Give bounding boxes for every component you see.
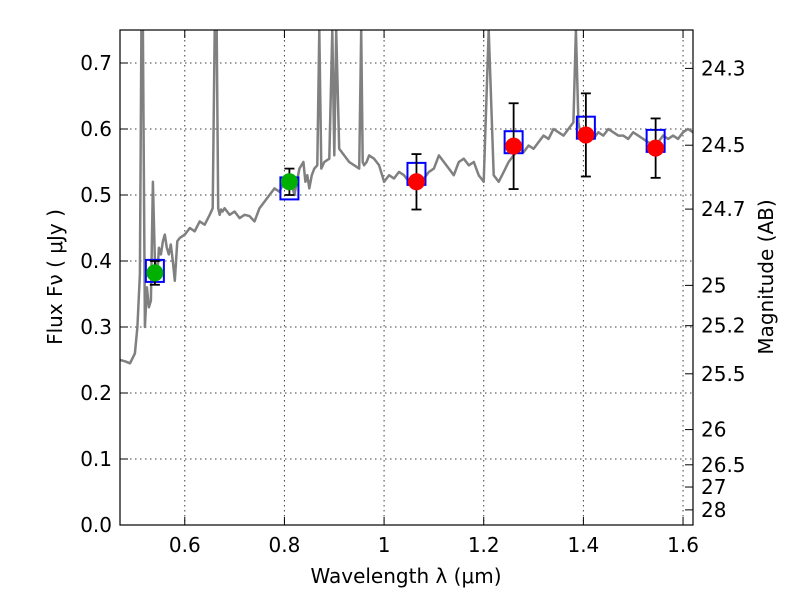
y-tick-label: 0.5 (80, 183, 112, 207)
x-tick-label: 1 (378, 533, 391, 557)
right-tick-label: 24.7 (701, 197, 746, 221)
right-tick-label: 26 (701, 418, 726, 442)
y-tick-label: 0.0 (80, 513, 112, 537)
data-point (280, 173, 298, 191)
data-point (407, 173, 425, 191)
x-tick-label: 0.8 (269, 533, 301, 557)
x-tick-label: 1.6 (667, 533, 699, 557)
y-tick-label: 0.4 (80, 249, 112, 273)
right-tick-label: 26.5 (701, 453, 746, 477)
x-tick-label: 1.4 (567, 533, 599, 557)
y-tick-label: 0.1 (80, 447, 112, 471)
grid-lines (120, 30, 693, 525)
y-tick-label: 0.2 (80, 381, 112, 405)
series-layer (120, 30, 693, 365)
x-tick-label: 1.2 (468, 533, 500, 557)
y-tick-label: 0.6 (80, 117, 112, 141)
right-axis-label: Magnitude (AB) (754, 199, 778, 354)
right-tick-label: 24.3 (701, 56, 746, 80)
data-point (146, 264, 164, 282)
data-point (647, 139, 665, 157)
y-tick-label: 0.7 (80, 51, 112, 75)
right-tick-label: 25.5 (701, 362, 746, 386)
right-tick-label: 25 (701, 273, 726, 297)
model-spectrum-line (120, 30, 693, 365)
data-point (577, 126, 595, 144)
y-tick-label: 0.3 (80, 315, 112, 339)
right-tick-label: 27 (701, 475, 726, 499)
y-axis-label: Flux Fν ( μJy ) (43, 209, 67, 345)
x-axis-label: Wavelength λ (μm) (310, 564, 501, 588)
right-tick-label: 25.2 (701, 314, 746, 338)
axis-ticks: 0.6 0.8 1 1.2 1.4 1.6 0.0 0.1 0.2 0.3 0.4 0.5 0.6 0.7… (80, 30, 746, 557)
x-tick-label: 0.6 (169, 533, 201, 557)
plot-frame (119, 29, 694, 526)
right-tick-label: 24.5 (701, 133, 746, 157)
data-point (505, 137, 523, 155)
right-tick-label: 28 (701, 498, 726, 522)
